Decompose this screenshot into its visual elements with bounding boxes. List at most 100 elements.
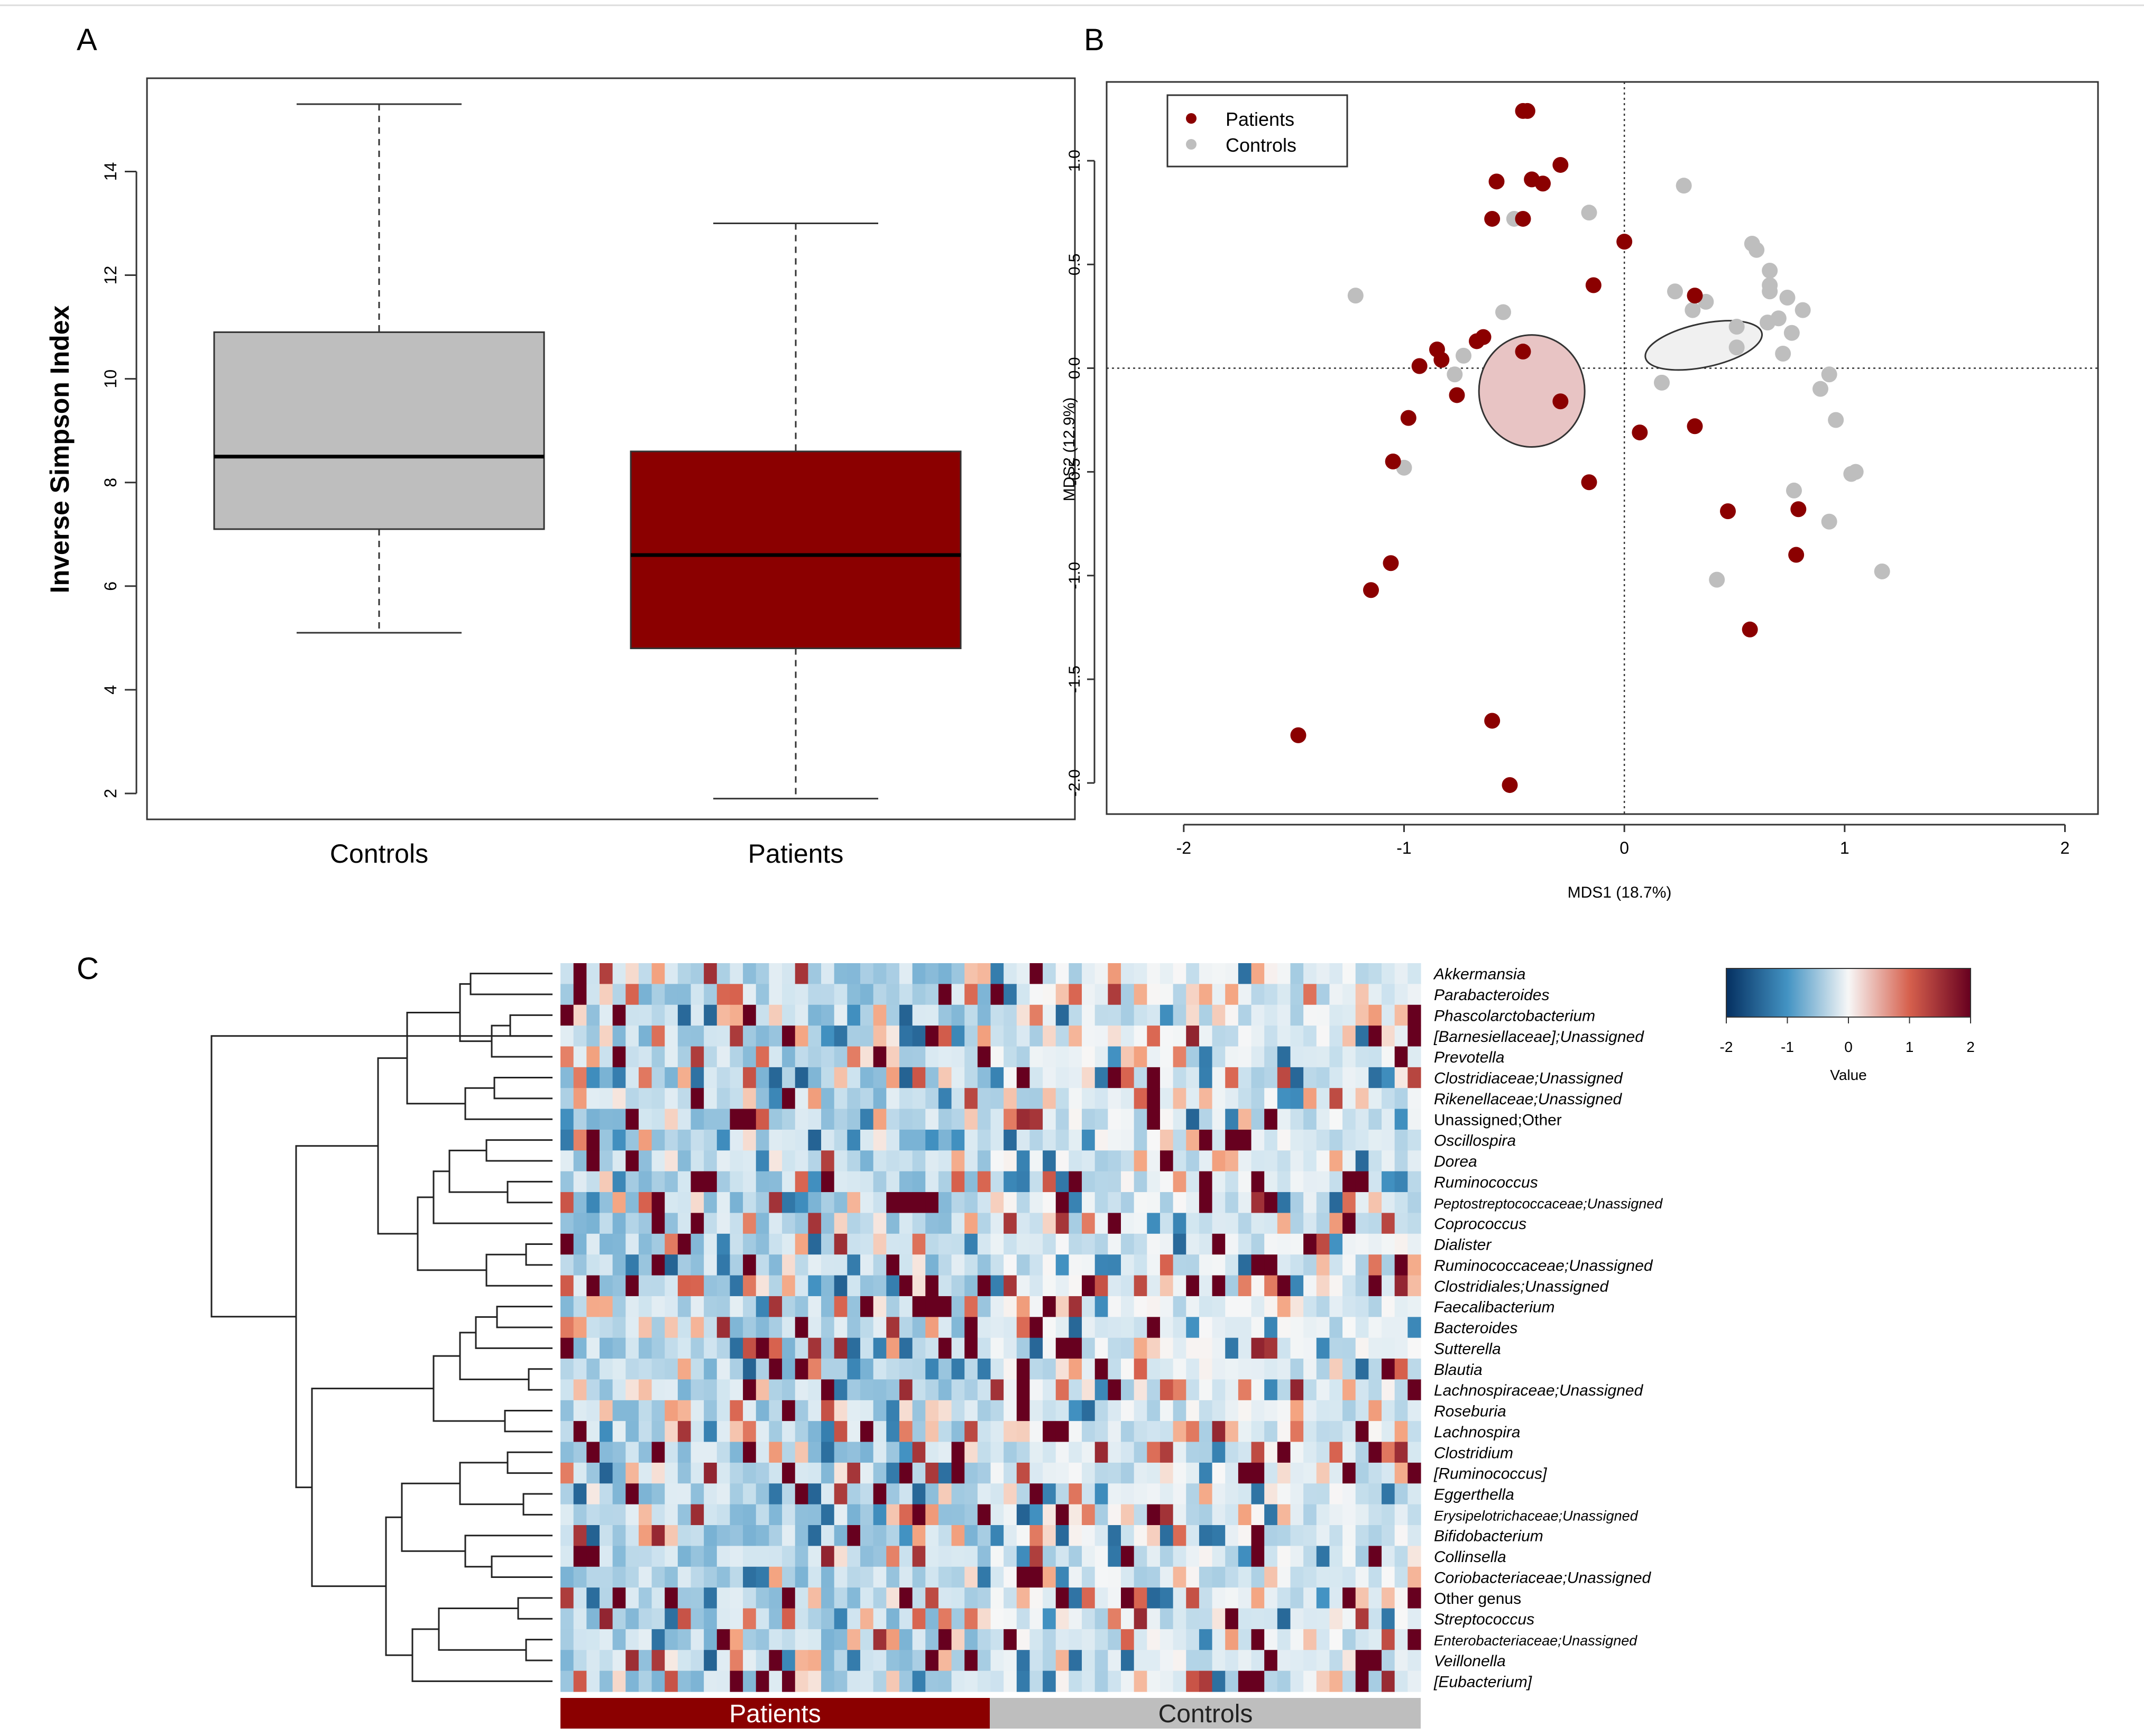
heatmap-cell <box>964 1150 978 1172</box>
heatmap-cell <box>560 1129 574 1151</box>
heatmap-cell <box>1134 1233 1147 1255</box>
heatmap-cell <box>834 1337 848 1359</box>
heatmap-cell <box>1134 1088 1147 1110</box>
x-tick-label: 2 <box>2060 838 2070 857</box>
heatmap-cell <box>1121 1046 1135 1068</box>
heatmap-cell <box>899 1483 913 1505</box>
heatmap-cell <box>1264 1670 1278 1692</box>
heatmap-cell <box>743 1026 757 1047</box>
heatmap-cell <box>1094 1379 1108 1401</box>
heatmap-cell <box>1368 1442 1382 1463</box>
heatmap-cell <box>1186 1337 1200 1359</box>
heatmap-cell <box>1160 1109 1174 1130</box>
heatmap-cell <box>964 1379 978 1401</box>
heatmap-cell <box>990 1462 1004 1484</box>
heatmap-cell <box>1173 1670 1186 1692</box>
heatmap-cell <box>860 1004 874 1026</box>
heatmap-cell <box>938 1067 952 1088</box>
heatmap-cell <box>990 1670 1004 1692</box>
heatmap-cell <box>560 1359 574 1380</box>
heatmap-cell <box>612 1546 626 1567</box>
heatmap-cell <box>677 963 692 984</box>
heatmap-cell <box>1108 1067 1121 1088</box>
heatmap-cell <box>677 984 692 1005</box>
heatmap-cell <box>1029 1608 1043 1630</box>
heatmap-cell <box>1225 1233 1239 1255</box>
heatmap-cell <box>1173 1566 1186 1588</box>
dendrogram-branch <box>385 1516 412 1656</box>
heatmap-cell <box>1394 1254 1408 1276</box>
y-tick-label: 1.0 <box>1066 150 1083 172</box>
heatmap-cell <box>821 984 835 1005</box>
heatmap-cell <box>1277 1026 1291 1047</box>
heatmap-cell <box>756 1192 770 1214</box>
heatmap-cell <box>743 1233 757 1255</box>
heatmap-cell <box>795 1171 808 1193</box>
heatmap-cell <box>1186 1067 1200 1088</box>
heatmap-cell <box>886 1046 900 1068</box>
heatmap-cell <box>1277 1233 1291 1255</box>
heatmap-cell <box>716 1067 731 1088</box>
heatmap-cell <box>847 1233 861 1255</box>
heatmap-cell <box>716 1546 731 1567</box>
heatmap-cell <box>1303 1150 1317 1172</box>
heatmap-cell <box>665 1546 678 1567</box>
heatmap-cell <box>886 1004 900 1026</box>
heatmap-cell <box>1121 1026 1135 1047</box>
heatmap-cell <box>886 1129 900 1151</box>
heatmap-cell <box>795 1650 808 1672</box>
heatmap-cell <box>1382 984 1395 1005</box>
heatmap-cell <box>821 1608 835 1630</box>
heatmap-cell <box>782 1026 796 1047</box>
point-patients <box>1385 454 1401 470</box>
heatmap-cell <box>1147 1171 1161 1193</box>
heatmap-cell <box>704 1608 717 1630</box>
heatmap-cell <box>716 1296 731 1317</box>
heatmap-cell <box>677 1192 692 1214</box>
heatmap-cell <box>1082 1587 1096 1609</box>
heatmap-cell <box>769 1546 783 1567</box>
heatmap-cell <box>1160 1629 1174 1650</box>
heatmap-cell <box>795 1129 808 1151</box>
heatmap-cell <box>1094 1525 1108 1546</box>
heatmap-cell <box>651 1004 665 1026</box>
dendrogram-branch <box>459 1332 529 1380</box>
heatmap-cell <box>677 1359 692 1380</box>
heatmap-cell <box>1147 1379 1161 1401</box>
heatmap-cell <box>912 1296 926 1317</box>
heatmap-cell <box>847 1587 861 1609</box>
heatmap-cell <box>1394 984 1408 1005</box>
heatmap-cell <box>1199 1213 1213 1234</box>
heatmap-cell <box>938 984 952 1005</box>
heatmap-cell <box>808 1233 822 1255</box>
heatmap-cell <box>665 963 678 984</box>
heatmap-cell <box>756 1109 770 1130</box>
heatmap-cell <box>873 1525 887 1546</box>
heatmap-cell <box>938 1629 952 1650</box>
heatmap-cell <box>1303 1504 1317 1526</box>
heatmap-cell <box>1043 1296 1056 1317</box>
heatmap-cell <box>1029 1004 1043 1026</box>
heatmap-cell <box>638 984 652 1005</box>
heatmap-cell <box>1043 1109 1056 1130</box>
dendrogram-branch <box>493 1077 553 1100</box>
heatmap-cell <box>1108 1400 1121 1421</box>
heatmap-cell <box>1368 1587 1382 1609</box>
heatmap-cell <box>847 1129 861 1151</box>
heatmap-cell <box>1368 984 1382 1005</box>
heatmap-cell <box>938 1192 952 1214</box>
heatmap-cell <box>1355 1296 1369 1317</box>
heatmap-cell <box>1094 1192 1108 1214</box>
heatmap-cell <box>912 1400 926 1421</box>
heatmap-cell <box>1277 1650 1291 1672</box>
heatmap-cell <box>925 963 939 984</box>
heatmap-cell <box>860 1150 874 1172</box>
heatmap-cell <box>716 1004 731 1026</box>
heatmap-cell <box>743 1296 757 1317</box>
heatmap-cell <box>1082 1670 1096 1692</box>
heatmap-cell <box>1303 1254 1317 1276</box>
heatmap-cell <box>1186 1546 1200 1567</box>
heatmap-cell <box>990 1129 1004 1151</box>
heatmap-cell <box>1147 1629 1161 1650</box>
heatmap-cell <box>1251 1546 1265 1567</box>
